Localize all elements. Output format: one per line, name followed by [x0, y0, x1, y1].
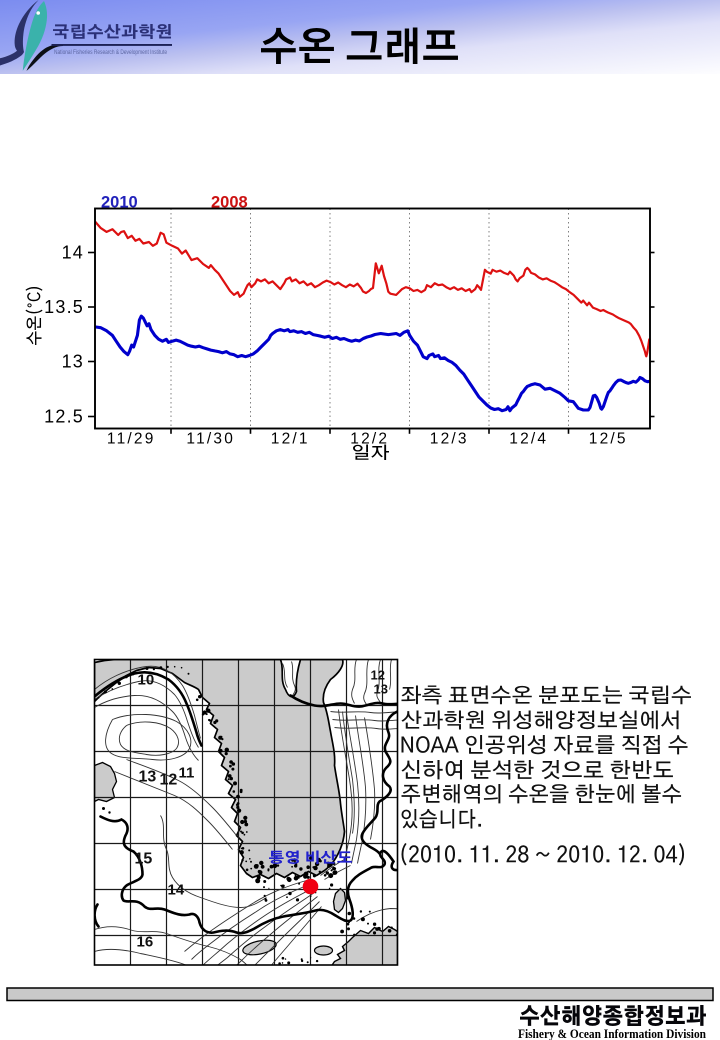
svg-text:13: 13 [374, 682, 388, 697]
svg-text:12/5: 12/5 [589, 431, 628, 448]
svg-text:11/29: 11/29 [107, 431, 156, 448]
svg-text:16: 16 [137, 934, 154, 951]
svg-text:15: 15 [135, 851, 153, 868]
svg-text:14: 14 [168, 882, 185, 899]
svg-text:13: 13 [139, 769, 157, 786]
svg-text:14: 14 [62, 243, 84, 263]
svg-text:2008: 2008 [211, 194, 248, 212]
svg-text:10: 10 [138, 672, 155, 689]
svg-text:12: 12 [160, 772, 178, 789]
svg-text:11: 11 [179, 765, 195, 782]
svg-text:12/2: 12/2 [350, 431, 389, 448]
svg-text:National Fisheries Research &: National Fisheries Research & Developmen… [54, 49, 167, 56]
svg-text:12.5: 12.5 [44, 407, 84, 427]
svg-text:12: 12 [371, 668, 385, 683]
svg-text:12/4: 12/4 [509, 431, 548, 448]
svg-text:2010: 2010 [101, 194, 138, 212]
svg-text:11/30: 11/30 [186, 431, 235, 448]
svg-text:12/1: 12/1 [271, 431, 310, 448]
svg-text:Fishery & Ocean Information Di: Fishery & Ocean Information Division [518, 1027, 706, 1040]
svg-text:13.5: 13.5 [44, 297, 84, 317]
svg-text:12/3: 12/3 [430, 431, 469, 448]
svg-text:13: 13 [62, 352, 84, 372]
